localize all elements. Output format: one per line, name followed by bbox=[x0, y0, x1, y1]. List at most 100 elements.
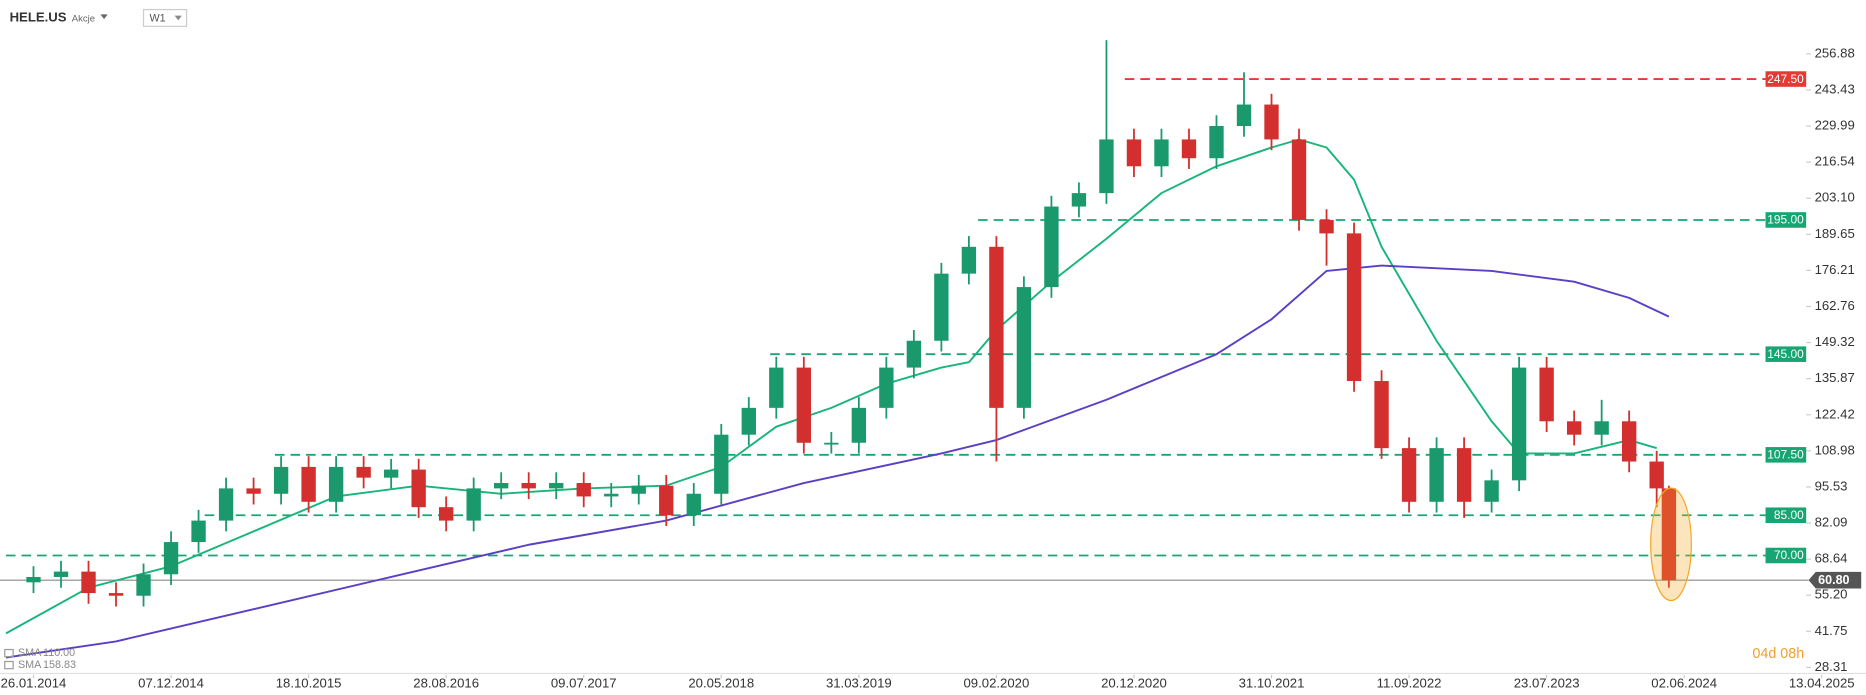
candle-body bbox=[383, 469, 399, 478]
level-label-box bbox=[1765, 547, 1807, 564]
candle-body bbox=[906, 340, 922, 368]
level-label-box bbox=[1765, 212, 1807, 228]
current-price-label: 60.80 bbox=[1818, 573, 1849, 587]
candle-body bbox=[1594, 421, 1609, 435]
candle-body bbox=[218, 488, 234, 521]
x-tick-label: 11.09.2022 bbox=[1377, 676, 1442, 691]
y-tick-label: 203.10 bbox=[1815, 190, 1855, 205]
candle-body bbox=[53, 571, 69, 577]
level-label: 145.00 bbox=[1767, 347, 1804, 361]
candle-body bbox=[246, 488, 261, 494]
candle-body bbox=[136, 574, 151, 596]
candle-body bbox=[438, 507, 454, 521]
legend-icon bbox=[4, 648, 14, 658]
symbol-dropdown[interactable] bbox=[100, 14, 108, 20]
candle-body bbox=[549, 483, 564, 489]
candle-body bbox=[1126, 139, 1142, 167]
candle-body bbox=[714, 434, 729, 494]
level-label-box bbox=[1765, 447, 1807, 463]
x-tick-label: 23.07.2023 bbox=[1514, 676, 1580, 691]
y-tick-label: 149.32 bbox=[1815, 334, 1855, 349]
y-tick-label: 122.42 bbox=[1815, 406, 1855, 421]
candle-body bbox=[466, 488, 481, 521]
x-tick-label: 28.08.2016 bbox=[413, 676, 479, 691]
y-tick-label: 108.98 bbox=[1815, 442, 1855, 457]
candle-body bbox=[1374, 381, 1389, 449]
candle-body bbox=[1319, 219, 1334, 234]
candle-body bbox=[1456, 448, 1472, 502]
x-tick-label: 18.10.2015 bbox=[276, 676, 342, 691]
candle-body bbox=[1621, 421, 1637, 462]
header: HELE.US Akcje W1 bbox=[10, 8, 188, 27]
y-tick-label: 68.64 bbox=[1815, 551, 1848, 566]
sma-line bbox=[5, 264, 1670, 659]
candle-body bbox=[631, 485, 646, 494]
y-tick-label: 189.65 bbox=[1815, 226, 1855, 241]
candle-body bbox=[1236, 104, 1252, 127]
legend-value: 110.00 bbox=[43, 647, 75, 659]
x-tick-label: 09.02.2020 bbox=[964, 676, 1030, 691]
candle-body bbox=[328, 466, 344, 502]
candle-body bbox=[356, 466, 371, 478]
candle-body bbox=[1401, 448, 1417, 502]
candle-body bbox=[1016, 287, 1032, 408]
candle-body bbox=[1044, 206, 1059, 288]
candle-body bbox=[1291, 139, 1307, 220]
level-label: 85.00 bbox=[1774, 508, 1804, 522]
legend-icon bbox=[4, 660, 14, 670]
candle-body bbox=[1209, 126, 1224, 159]
candle-body bbox=[1264, 104, 1279, 140]
y-tick-label: 135.87 bbox=[1815, 370, 1855, 385]
y-tick-label: 95.53 bbox=[1815, 478, 1848, 493]
x-tick-label: 31.10.2021 bbox=[1239, 676, 1305, 691]
sma-line bbox=[5, 138, 1657, 635]
level-label: 107.50 bbox=[1767, 448, 1804, 462]
candle-body bbox=[1484, 480, 1499, 502]
candle-body bbox=[1181, 139, 1197, 159]
interval-select[interactable] bbox=[142, 8, 188, 27]
level-label: 70.00 bbox=[1774, 548, 1804, 562]
candle-body bbox=[1566, 421, 1582, 435]
candle-body bbox=[1649, 461, 1664, 489]
candle-body bbox=[989, 246, 1004, 408]
candle-body bbox=[769, 367, 784, 408]
instrument-type: Akcje bbox=[72, 14, 95, 25]
level-label-box bbox=[1765, 346, 1807, 362]
x-tick-label: 02.06.2024 bbox=[1651, 676, 1717, 691]
y-tick-label: 41.75 bbox=[1815, 623, 1848, 638]
candle-body bbox=[1661, 488, 1677, 581]
highlight-ellipse bbox=[1650, 487, 1692, 602]
y-tick-label: 28.31 bbox=[1815, 659, 1848, 674]
candle-body bbox=[163, 542, 179, 575]
x-tick-label: 26.01.2014 bbox=[1, 676, 67, 691]
y-tick-label: 243.43 bbox=[1815, 81, 1855, 96]
candle-body bbox=[1429, 448, 1444, 502]
candle-body bbox=[108, 593, 124, 596]
candle-body bbox=[81, 571, 96, 594]
level-label: 195.00 bbox=[1767, 213, 1804, 227]
y-tick-label: 162.76 bbox=[1815, 298, 1855, 313]
x-tick-label: 20.12.2020 bbox=[1101, 676, 1167, 691]
legend-value: 158.83 bbox=[43, 659, 76, 671]
x-tick-label: 31.03.2019 bbox=[826, 676, 892, 691]
candle-body bbox=[604, 493, 619, 497]
candles bbox=[26, 40, 1677, 607]
candle-body bbox=[879, 367, 894, 408]
candle-body bbox=[961, 246, 977, 274]
legend-name: SMA bbox=[18, 647, 42, 659]
x-tick-label: 09.07.2017 bbox=[551, 676, 617, 691]
candle-body bbox=[576, 483, 591, 497]
y-tick-label: 55.20 bbox=[1815, 587, 1848, 602]
y-tick-label: 216.54 bbox=[1815, 154, 1855, 169]
candle-body bbox=[1346, 233, 1362, 382]
candle-body bbox=[273, 466, 289, 494]
candle-body bbox=[1071, 193, 1087, 207]
current-price-box bbox=[1808, 571, 1862, 589]
level-label-box bbox=[1765, 507, 1807, 524]
candle-body bbox=[191, 520, 206, 543]
candle-body bbox=[741, 407, 756, 435]
symbol: HELE.US bbox=[10, 9, 67, 24]
candle-body bbox=[411, 469, 426, 508]
